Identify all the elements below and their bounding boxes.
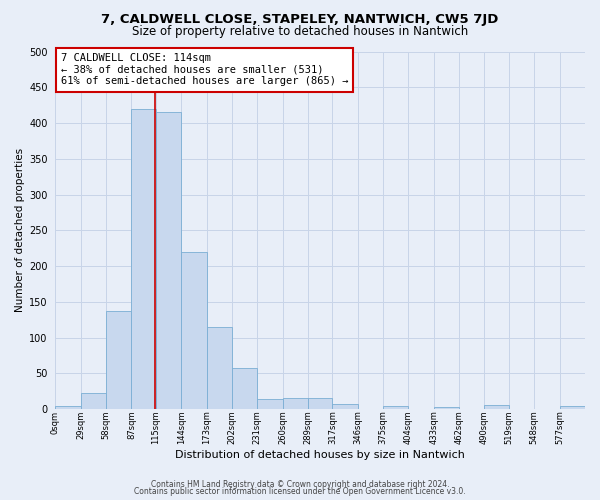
- Bar: [257, 399, 283, 409]
- Bar: [156, 112, 181, 409]
- Bar: [181, 252, 206, 409]
- Bar: [283, 398, 308, 409]
- Text: Contains HM Land Registry data © Crown copyright and database right 2024.: Contains HM Land Registry data © Crown c…: [151, 480, 449, 489]
- Bar: [484, 405, 509, 409]
- X-axis label: Distribution of detached houses by size in Nantwich: Distribution of detached houses by size …: [175, 450, 465, 460]
- Bar: [106, 311, 131, 409]
- Text: Contains public sector information licensed under the Open Government Licence v3: Contains public sector information licen…: [134, 487, 466, 496]
- Bar: [55, 406, 81, 409]
- Bar: [308, 398, 332, 409]
- Bar: [383, 406, 409, 409]
- Text: 7, CALDWELL CLOSE, STAPELEY, NANTWICH, CW5 7JD: 7, CALDWELL CLOSE, STAPELEY, NANTWICH, C…: [101, 12, 499, 26]
- Bar: [560, 406, 585, 409]
- Bar: [206, 327, 232, 409]
- Text: 7 CALDWELL CLOSE: 114sqm
← 38% of detached houses are smaller (531)
61% of semi-: 7 CALDWELL CLOSE: 114sqm ← 38% of detach…: [61, 54, 348, 86]
- Bar: [232, 368, 257, 409]
- Bar: [131, 108, 156, 409]
- Y-axis label: Number of detached properties: Number of detached properties: [15, 148, 25, 312]
- Bar: [332, 404, 358, 409]
- Text: Size of property relative to detached houses in Nantwich: Size of property relative to detached ho…: [132, 25, 468, 38]
- Bar: [434, 407, 459, 409]
- Bar: [81, 394, 106, 409]
